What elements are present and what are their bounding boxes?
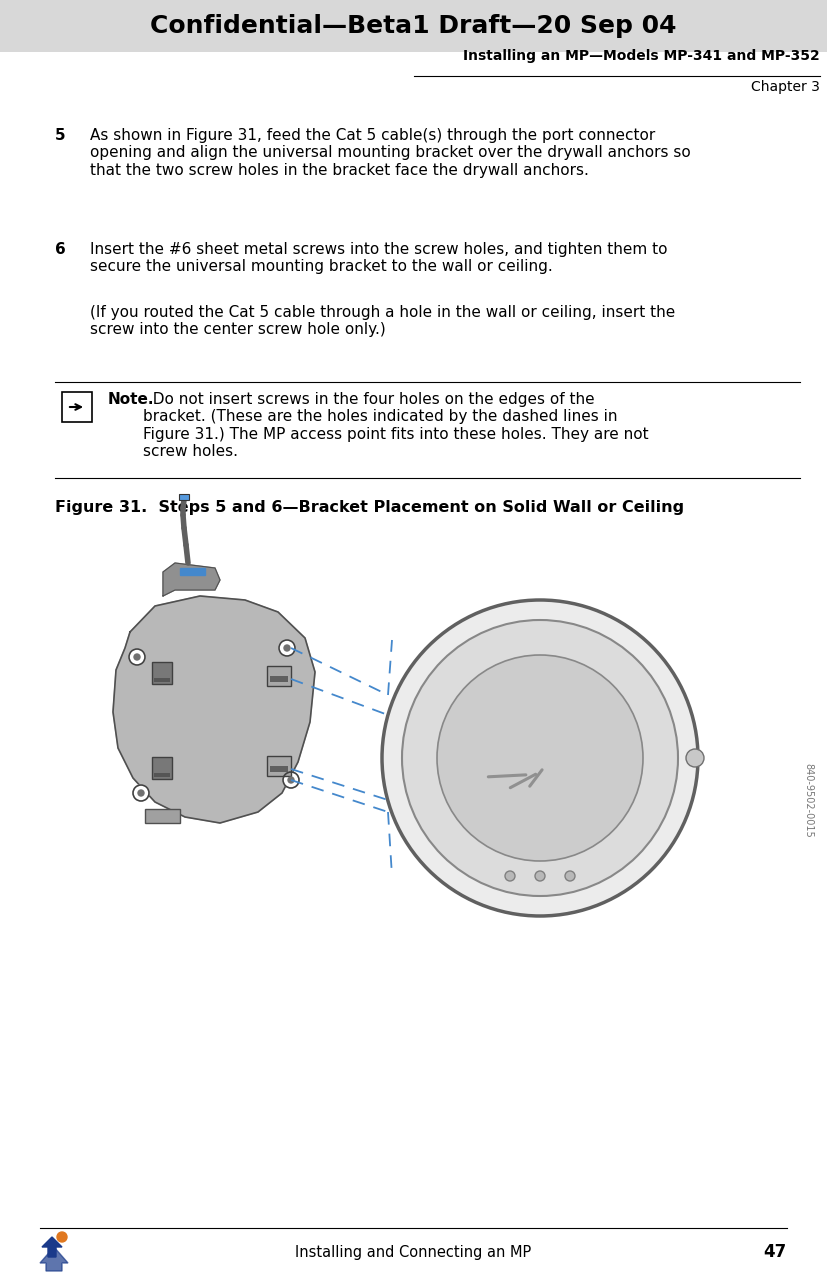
Circle shape [437,656,643,861]
Circle shape [129,649,145,665]
Circle shape [283,772,299,788]
Circle shape [138,790,144,795]
Text: Insert the #6 sheet metal screws into the screw holes, and tighten them to
secur: Insert the #6 sheet metal screws into th… [90,242,667,275]
Text: Chapter 3: Chapter 3 [751,80,820,94]
Bar [0,0,827,53]
Text: 47: 47 [764,1243,787,1261]
Circle shape [279,640,295,656]
Bar [270,676,288,683]
Text: Confidential—Beta1 Draft—20 Sep 04: Confidential—Beta1 Draft—20 Sep 04 [151,14,676,38]
Circle shape [535,871,545,881]
Bar [152,662,172,684]
Polygon shape [180,568,205,575]
Text: 6: 6 [55,242,66,257]
Text: Installing an MP—Models MP-341 and MP-352: Installing an MP—Models MP-341 and MP-35… [463,49,820,63]
Text: As shown in Figure 31, feed the Cat 5 cable(s) through the port connector
openin: As shown in Figure 31, feed the Cat 5 ca… [90,128,691,178]
Circle shape [565,871,575,881]
Text: Note.: Note. [108,393,155,407]
Polygon shape [113,597,315,822]
Text: 5: 5 [55,128,65,142]
Circle shape [686,749,704,767]
Circle shape [134,654,140,659]
Polygon shape [42,1237,62,1257]
Circle shape [57,1232,67,1242]
Circle shape [284,645,290,650]
Polygon shape [40,1247,68,1271]
Bar [154,772,170,777]
Text: Do not insert screws in the four holes on the edges of the
bracket. (These are t: Do not insert screws in the four holes o… [143,393,648,459]
Bar [154,677,170,683]
Bar [145,810,180,822]
Bar [270,766,288,772]
Bar [267,666,291,686]
Bar [152,757,172,779]
Text: Figure 31.  Steps 5 and 6—Bracket Placement on Solid Wall or Ceiling: Figure 31. Steps 5 and 6—Bracket Placeme… [55,500,684,514]
Polygon shape [163,563,220,597]
Circle shape [133,785,149,801]
Circle shape [505,871,515,881]
Circle shape [402,620,678,896]
Text: 840-9502-0015: 840-9502-0015 [803,762,813,838]
Text: Installing and Connecting an MP: Installing and Connecting an MP [295,1245,531,1260]
Bar [267,756,291,776]
Bar [62,393,92,422]
Circle shape [382,600,698,916]
Text: (If you routed the Cat 5 cable through a hole in the wall or ceiling, insert the: (If you routed the Cat 5 cable through a… [90,305,676,337]
Circle shape [288,777,294,783]
Bar [179,494,189,500]
